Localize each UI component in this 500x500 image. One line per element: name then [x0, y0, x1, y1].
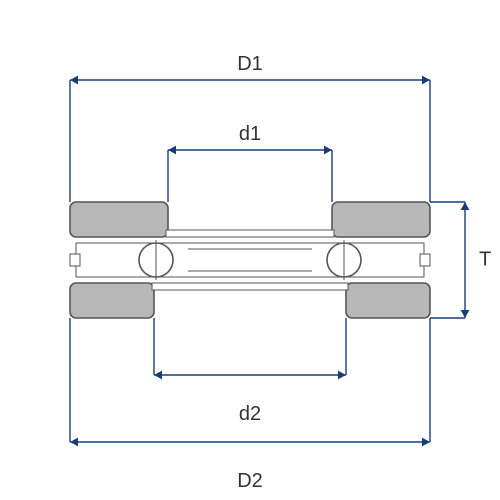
label-d2: d2 — [239, 403, 261, 426]
label-D2: D2 — [237, 470, 263, 493]
label-T: T — [479, 249, 491, 272]
label-d1: d1 — [239, 123, 261, 146]
label-D1: D1 — [237, 53, 263, 76]
bearing-diagram: D1 d1 d2 D2 T — [0, 0, 500, 500]
